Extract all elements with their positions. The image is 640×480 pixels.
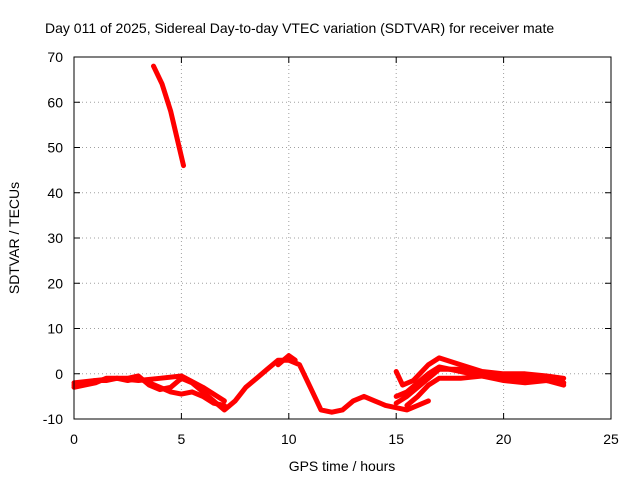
series-track-d — [71, 373, 227, 404]
y-tick-label: 30 — [47, 230, 63, 246]
y-tick-label: 0 — [55, 366, 63, 382]
series-track-a-rising — [151, 63, 186, 169]
y-tick-label: 20 — [47, 275, 63, 291]
y-tick-label: 60 — [47, 94, 63, 110]
chart-title: Day 011 of 2025, Sidereal Day-to-day VTE… — [45, 20, 554, 36]
plot-frame — [73, 56, 612, 420]
data-series — [71, 63, 567, 415]
y-tick-label: 10 — [47, 321, 63, 337]
x-tick-label: 0 — [70, 431, 78, 447]
y-tick-label: 40 — [47, 185, 63, 201]
series-track-b — [71, 357, 431, 415]
y-tick-label: -10 — [43, 411, 63, 427]
y-tick-label: 50 — [47, 140, 63, 156]
x-tick-label: 5 — [178, 431, 186, 447]
grid-lines — [74, 57, 611, 419]
tick-labels: 0 5 10 15 20 25 -10 0 10 20 30 40 50 60 70 — [43, 49, 619, 447]
x-tick-label: 20 — [496, 431, 512, 447]
series-track-i — [404, 373, 567, 408]
x-tick-label: 25 — [603, 431, 619, 447]
series-track-h — [393, 364, 567, 399]
y-tick-label: 70 — [47, 49, 63, 65]
series-track-e — [275, 353, 298, 368]
x-tick-label: 15 — [388, 431, 404, 447]
y-axis-label: SDTVAR / TECUs — [6, 182, 22, 294]
x-axis-label: GPS time / hours — [289, 458, 396, 474]
x-tick-label: 10 — [281, 431, 297, 447]
